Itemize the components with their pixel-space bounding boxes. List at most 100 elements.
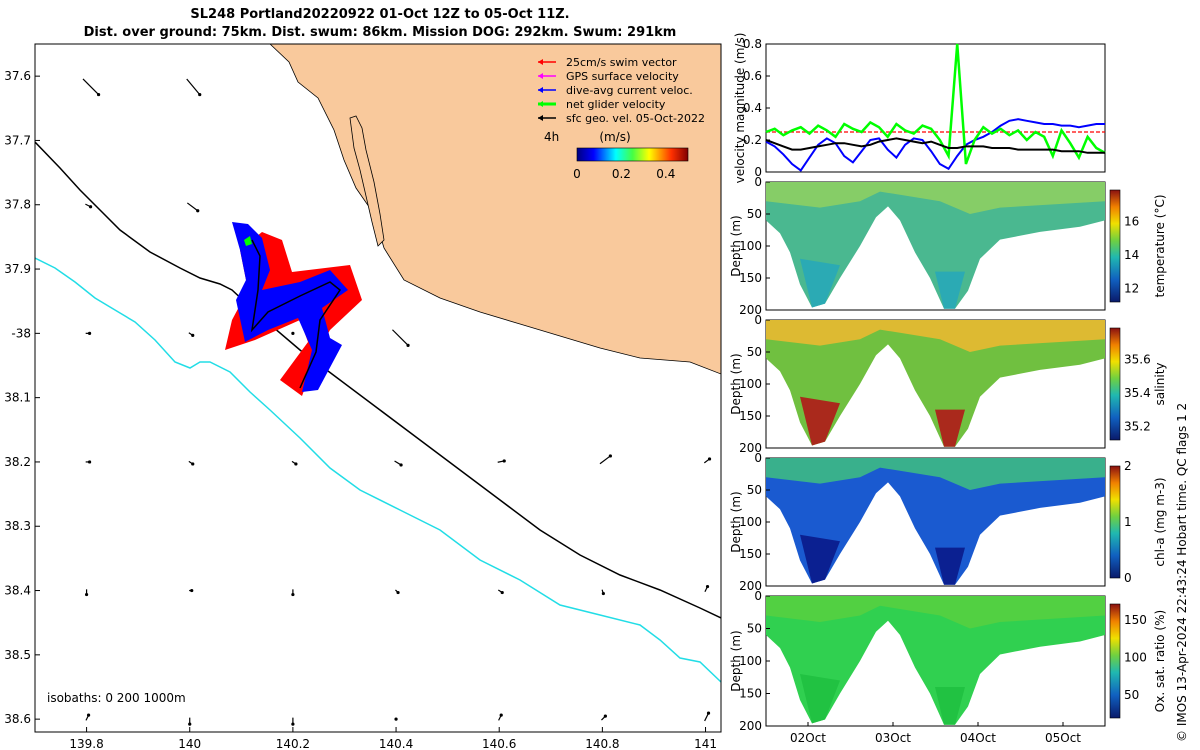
depth-section-temperature: 0 50 100 150 200 Depth (m) 12 14 16 temperature (… [729,175,1167,317]
legend-arrowhead [538,115,543,121]
map-x-tick-label: 140.6 [482,737,516,750]
section-y-tick-label: 100 [739,654,762,668]
section-y-tick-label: 150 [739,687,762,701]
geo-arrow-head [198,92,202,97]
geo-arrow [392,329,409,346]
section-y-tick-label: 100 [739,515,762,529]
section-colorbar-tick-label: 35.6 [1124,352,1151,366]
section-x-tick-label: 02Oct [790,731,826,745]
section-upper-layer [766,596,1105,629]
section-deep-layer [800,534,965,585]
geo-arrow-head [500,590,504,595]
geo-arrow [599,455,611,465]
section-x-tick-label: 05Oct [1045,731,1081,745]
map-colorbar-tick-label: 0 [573,167,581,181]
section-colorbar-label: temperature (°C) [1153,195,1167,298]
net-glider-mark [244,236,252,246]
section-colorbar [1109,465,1121,579]
geo-arrow-head [502,459,506,463]
map-x-tick-label: 141 [694,737,717,750]
map-y-tick-label: 37.7 [4,133,31,147]
velocity-series-line [765,137,1105,154]
legend-entry: 25cm/s swim vector [566,56,677,69]
geo-arrow-head [87,460,92,464]
section-field [766,596,1105,725]
velocity-y-tick-label: 0.6 [743,69,762,83]
section-y-tick-label: 0 [754,451,762,465]
section-colorbar-tick-label: 12 [1124,282,1139,296]
geo-arrow-head [196,209,200,213]
section-y-tick-label: 150 [739,547,762,561]
section-colorbar-tick-label: 150 [1124,613,1147,627]
geo-arrow-head [499,713,503,717]
map-y-tick-label: -38 [11,326,31,340]
section-y-tick-label: 150 [739,271,762,285]
geo-arrow-head [394,717,398,721]
velocity-series-line [765,118,1105,172]
section-field [766,320,1105,447]
geo-arrow-head [706,711,711,715]
geo-arrow-head [96,92,101,97]
sfc-geo-velocity-field [82,78,712,726]
section-upper-layer [766,320,1105,352]
depth-section-chl-a: 0 50 100 150 200 Depth (m) 0 1 2 chl-a (mg m-3) [729,451,1167,593]
map-x-tick-label: 140.4 [379,737,413,750]
geo-arrow-head [87,331,92,335]
map-y-tick-label: 38.1 [4,391,31,405]
geo-arrow-head [705,584,710,589]
section-colorbar-tick-label: 2 [1124,459,1132,473]
section-y-axis-label: Depth (m) [729,630,743,691]
title-line-2: Dist. over ground: 75km. Dist. swum: 86k… [83,25,677,40]
velocity-plot-area [765,43,1106,173]
geo-arrow-head [86,713,91,717]
section-y-tick-label: 100 [739,239,762,253]
section-y-tick-label: 200 [739,303,762,317]
legend-entry: GPS surface velocity [566,70,679,83]
legend-arrowhead [538,73,543,79]
vector-scale-label: 4h [544,130,559,144]
figure-title: SL248 Portland20220922 01-Oct 12Z to 05-… [0,6,760,42]
geo-arrow [82,78,100,96]
legend-entry: sfc geo. vel. 05-Oct-2022 [566,112,705,125]
section-y-tick-label: 50 [747,483,762,497]
map-y-tick-label: 38.5 [4,648,31,662]
map-y-tick-label: 37.6 [4,69,31,83]
section-upper-layer [766,182,1105,214]
section-y-axis-label: Depth (m) [729,491,743,552]
map-colorbar-tick-label: 0.2 [612,167,631,181]
dive-avg-current-fan [232,222,348,392]
map-colorbar [576,147,689,162]
section-colorbar-label: salinity [1153,362,1167,405]
section-deep-layer [800,674,965,725]
section-colorbar-tick-label: 35.2 [1124,420,1151,434]
section-colorbar [1109,603,1121,719]
geo-arrow-head [88,205,93,209]
map-y-tick-label: 37.8 [4,198,31,212]
section-colorbar-label: Ox. sat. ratio (%) [1153,610,1167,712]
legend-entry: net glider velocity [566,98,666,111]
section-y-tick-label: 0 [754,313,762,327]
section-y-tick-label: 50 [747,622,762,636]
footer-credit: © IMOS 13-Apr-2024 22:43:24 Hobart time.… [1175,403,1189,742]
section-y-tick-label: 200 [739,441,762,455]
velocity-y-tick-label: 0.8 [743,37,762,51]
geo-arrow-head [191,462,195,466]
velocity-y-tick-label: 0.4 [743,101,762,115]
section-colorbar-label: chl-a (mg m-3) [1153,477,1167,566]
section-y-tick-label: 50 [747,345,762,359]
map-y-ticks: 37.6 37.7 37.8 37.9 -38 38.1 38.2 38.3 38.4 38.5 3… [4,69,40,726]
geo-arrow-head [291,592,295,597]
legend-entry: dive-avg current veloc. [566,84,693,97]
map-x-tick-label: 140 [178,737,201,750]
map-colorbar-tick-label: 0.4 [656,167,675,181]
geo-arrow-head [188,722,192,726]
map-y-tick-label: 38.4 [4,584,31,598]
isobath-200m [35,141,721,619]
title-line-1: SL248 Portland20220922 01-Oct 12Z to 05-… [190,7,570,22]
geo-arrow-head [707,457,712,461]
map-colorbar-ticks: 0 0.2 0.4 [573,167,675,181]
map-x-tick-label: 140.2 [276,737,310,750]
